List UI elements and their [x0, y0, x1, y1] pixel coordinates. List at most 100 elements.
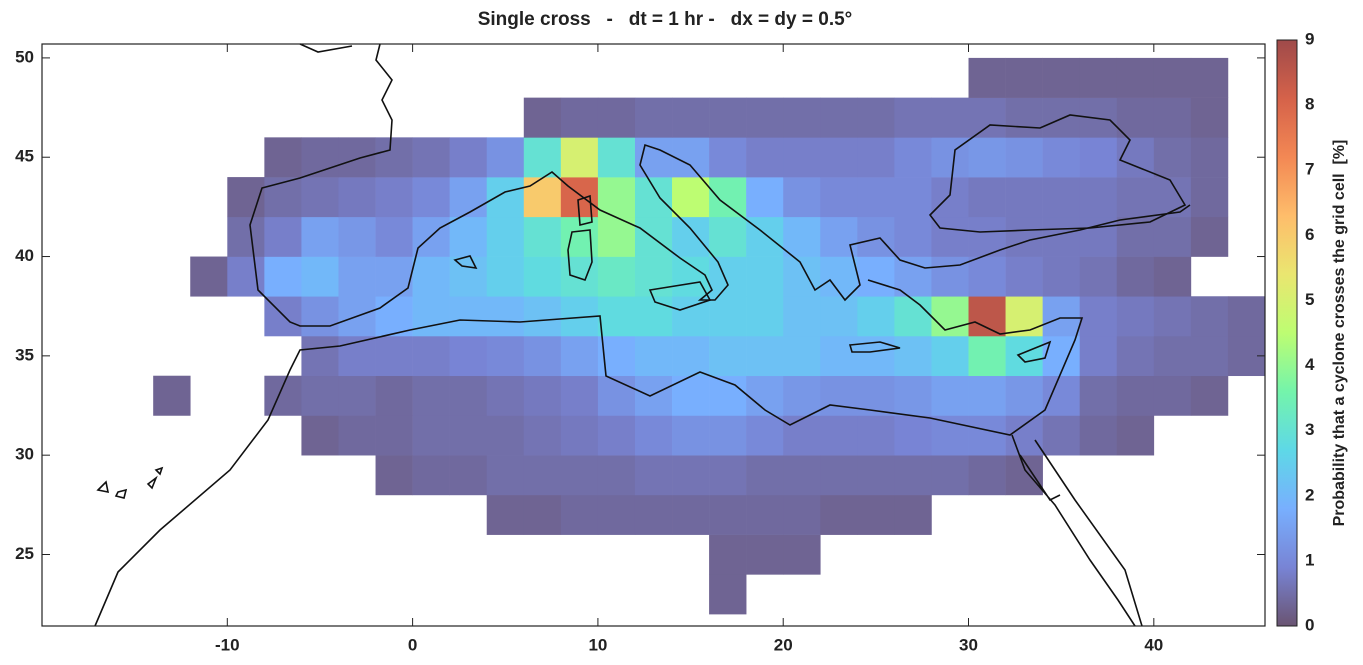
heat-cell	[709, 455, 747, 496]
heat-cell	[1005, 177, 1043, 218]
heat-cell	[1116, 375, 1155, 416]
island-sicily	[648, 281, 712, 311]
heat-cell	[1005, 216, 1043, 257]
heat-cell	[486, 375, 525, 416]
heat-cell	[560, 455, 599, 496]
heat-cell	[894, 494, 932, 535]
heat-cell	[338, 137, 376, 178]
heat-cell	[931, 97, 969, 138]
heat-cell	[449, 177, 488, 218]
coast-red-sea	[1011, 434, 1143, 627]
heat-cell	[1079, 375, 1118, 416]
heat-cell	[560, 494, 599, 535]
heat-cell	[857, 415, 895, 456]
heat-cell	[1116, 57, 1155, 98]
heat-cell	[820, 177, 858, 218]
colorbar-tick-label: 6	[1305, 225, 1314, 244]
colorbar-tick-label: 9	[1305, 29, 1314, 48]
heat-cell	[709, 296, 747, 337]
heat-cell	[1153, 375, 1192, 416]
heat-cell	[375, 296, 413, 337]
heat-cell	[1153, 296, 1192, 337]
heat-cell	[1042, 375, 1080, 416]
heat-cell	[1079, 335, 1118, 377]
heat-cell	[709, 574, 747, 615]
heat-cell	[894, 415, 932, 456]
heat-cell	[190, 256, 228, 297]
heat-cell	[264, 375, 302, 416]
heat-cell	[412, 296, 450, 337]
heat-cell	[523, 494, 562, 535]
heat-cell	[894, 137, 932, 178]
heat-cell	[968, 335, 1006, 377]
heat-cell	[894, 375, 932, 416]
heat-cell	[560, 415, 599, 456]
heat-cell	[1116, 97, 1155, 138]
heat-cell	[1042, 177, 1080, 218]
heat-cell	[1116, 296, 1155, 337]
heat-cell	[634, 177, 673, 218]
heat-cell	[746, 415, 784, 456]
heat-cell	[375, 335, 413, 377]
colorbar-tick-label: 5	[1305, 290, 1314, 309]
heat-cell	[1042, 57, 1080, 98]
heat-cell	[672, 455, 710, 496]
heat-cell	[709, 534, 747, 575]
heat-cell	[820, 415, 858, 456]
heat-cell	[449, 375, 488, 416]
heat-cell	[709, 256, 747, 297]
heat-cell	[672, 256, 710, 297]
heat-cell	[1190, 137, 1229, 178]
heat-cell	[1042, 296, 1080, 337]
heat-cell	[1190, 335, 1229, 377]
heat-cell	[820, 137, 858, 178]
y-tick-label: 45	[15, 147, 34, 166]
heat-cell	[783, 296, 821, 337]
heat-cell	[1005, 415, 1043, 456]
coast-europe	[249, 43, 1191, 327]
heat-cell	[746, 216, 784, 257]
colorbar-tick-label: 0	[1305, 615, 1314, 634]
heat-cell	[1079, 296, 1118, 337]
heat-cell	[1116, 177, 1155, 218]
heat-cell	[1042, 256, 1080, 297]
heat-cell	[968, 415, 1006, 456]
y-tick-label: 40	[15, 246, 34, 265]
heat-cell	[931, 296, 969, 337]
heat-cell	[1190, 177, 1229, 218]
heat-cell	[894, 335, 932, 377]
y-tick-label: 50	[15, 47, 34, 66]
y-tick-label: 35	[15, 345, 34, 364]
heat-cell	[746, 177, 784, 218]
heat-cell	[783, 177, 821, 218]
heat-cell	[1042, 415, 1080, 456]
x-tick-label: 10	[588, 635, 607, 654]
heat-cell	[523, 455, 562, 496]
heat-cell	[968, 177, 1006, 218]
island-crete	[848, 341, 901, 353]
heat-cell	[634, 494, 673, 535]
heat-cell	[894, 296, 932, 337]
heat-cell	[968, 216, 1006, 257]
heat-cell	[746, 97, 784, 138]
heat-cell	[709, 415, 747, 456]
heat-cell	[523, 97, 562, 138]
heat-cell	[820, 256, 858, 297]
heat-cell	[857, 455, 895, 496]
heat-cell	[375, 177, 413, 218]
heat-cell	[746, 137, 784, 178]
coastlines	[94, 43, 1191, 627]
heat-cell	[486, 455, 525, 496]
heat-cell	[1153, 137, 1192, 178]
heat-cell	[1190, 57, 1229, 98]
heat-cell	[672, 375, 710, 416]
heat-cell	[375, 216, 413, 257]
heat-cell	[338, 216, 376, 257]
heat-cell	[783, 97, 821, 138]
heat-cell	[746, 534, 784, 575]
heat-cell	[338, 415, 376, 456]
heat-cell	[597, 177, 636, 218]
heat-cell	[523, 256, 562, 297]
heat-cell	[931, 415, 969, 456]
colorbar-tick-label: 3	[1305, 420, 1314, 439]
